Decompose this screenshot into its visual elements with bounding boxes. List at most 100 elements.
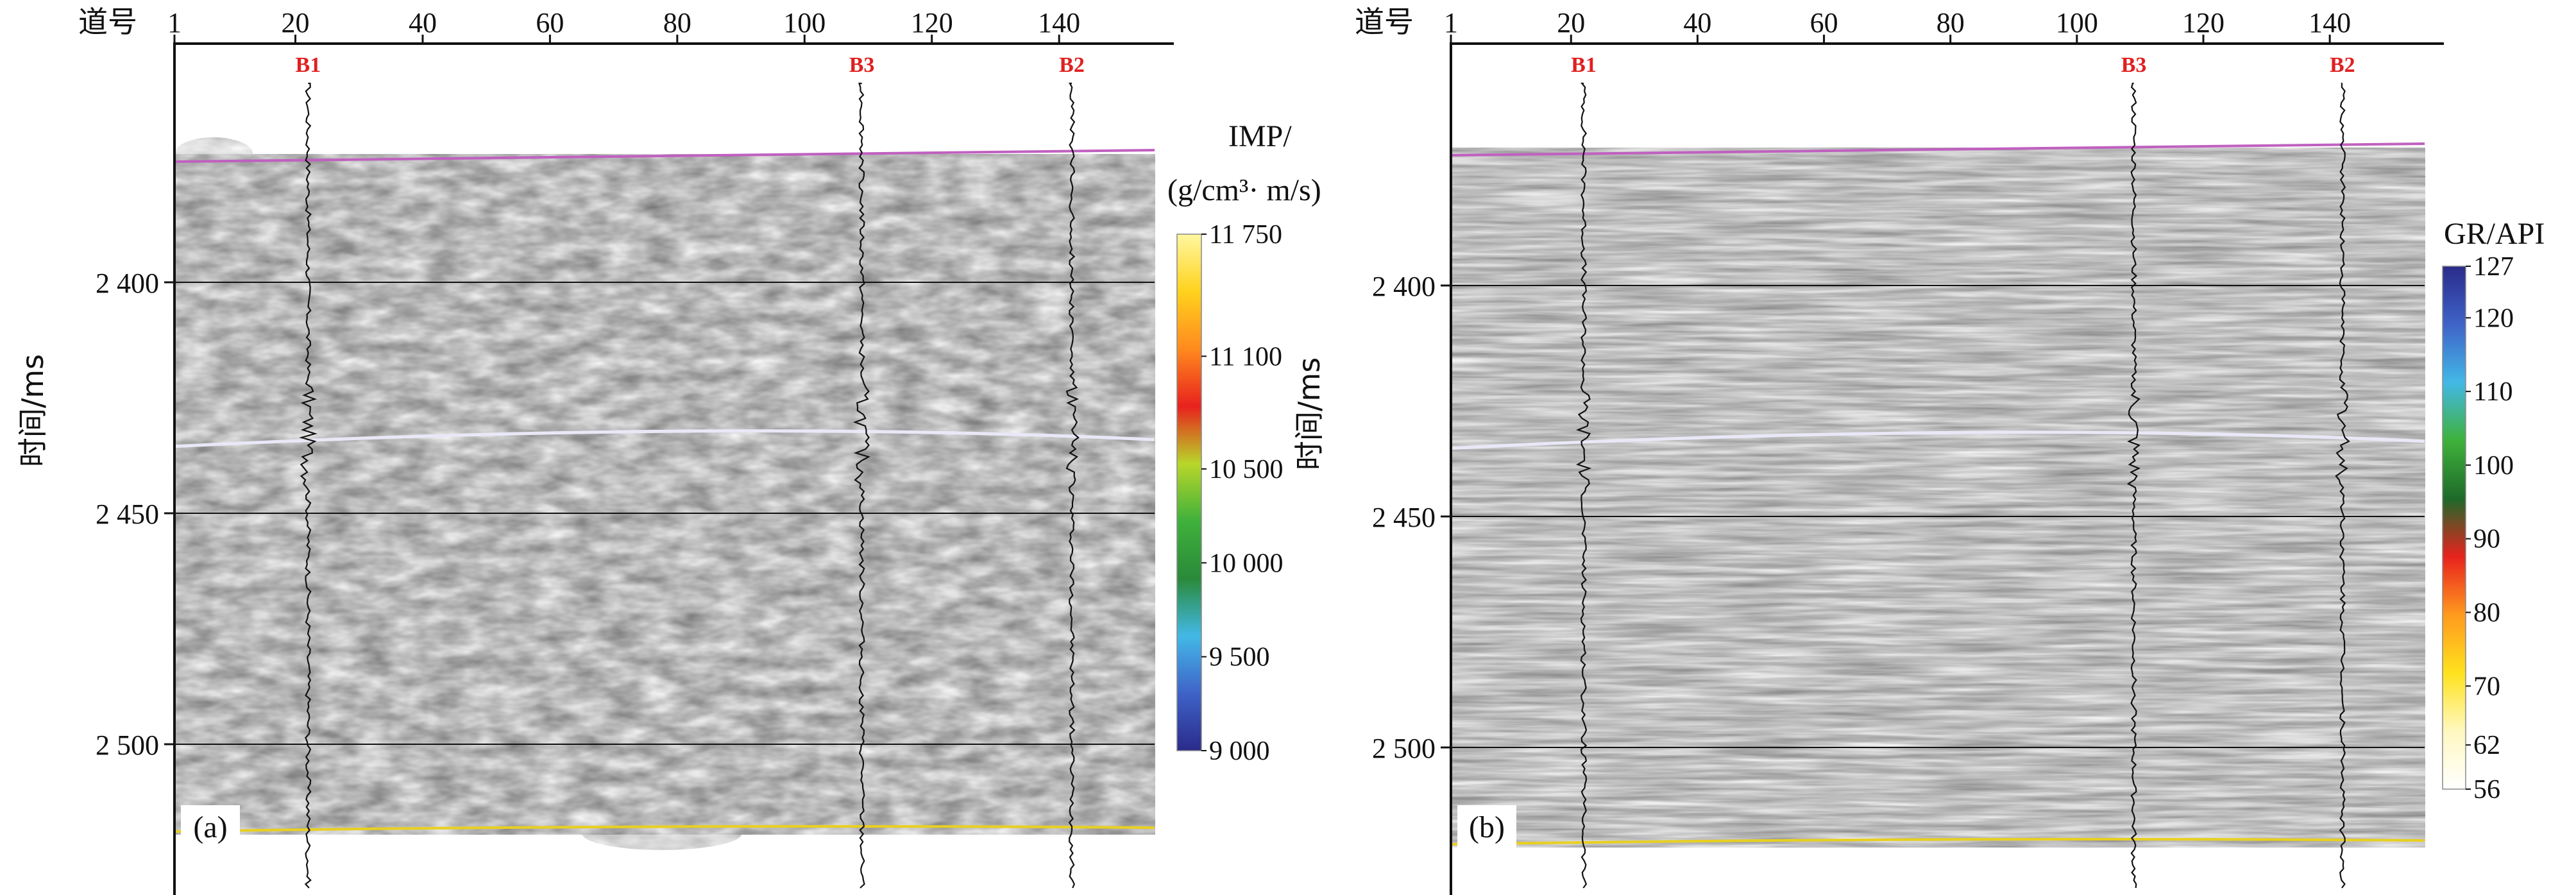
- section-streak: [1745, 452, 1888, 466]
- section-streak: [1976, 352, 2120, 366]
- section-streak: [2108, 812, 2203, 826]
- section-streak: [1982, 173, 2109, 186]
- trace-tick-label: 140: [2309, 7, 2351, 38]
- section-patch: [2100, 609, 2182, 722]
- section-patch: [2262, 189, 2344, 260]
- trace-tick-label: 140: [1038, 7, 1080, 38]
- colorbar-tick-label: 127: [2473, 252, 2514, 282]
- section-patch: [2100, 427, 2182, 610]
- section-streak: [1555, 192, 1666, 205]
- section-patch: [1775, 189, 1858, 260]
- section-patch: [1532, 609, 1614, 722]
- well-log-curve: [1575, 82, 1592, 889]
- section-patch: [174, 712, 257, 801]
- section-streak: [947, 486, 1059, 520]
- section-streak: [1451, 233, 1529, 246]
- section-patch: [1938, 609, 2020, 722]
- section-patch: [174, 541, 257, 617]
- section-streak: [460, 700, 637, 734]
- section-streak: [582, 816, 742, 850]
- section-patch: [582, 249, 665, 427]
- section-patch: [2262, 148, 2344, 191]
- section-patch: [2262, 609, 2344, 722]
- section-streak: [1509, 732, 1668, 746]
- section-patch: [1451, 427, 1533, 610]
- section-patch: [1694, 189, 1776, 260]
- section-streak: [2155, 272, 2364, 286]
- section-patch: [1532, 790, 1614, 848]
- section-streak: [465, 525, 626, 559]
- trace-tick-label: 1: [167, 7, 182, 38]
- section-patch: [1532, 720, 1614, 792]
- section-streak: [2040, 672, 2248, 685]
- section-streak: [2103, 293, 2214, 306]
- trace-tick-label: 120: [911, 7, 953, 38]
- section-patch: [827, 800, 910, 835]
- time-tick-label: 2 450: [1372, 502, 1436, 533]
- section-patch: [337, 541, 420, 617]
- trace-tick-label: 60: [536, 7, 564, 38]
- section-streak: [1867, 572, 1994, 586]
- section-streak: [883, 175, 1093, 209]
- section-streak: [529, 156, 755, 190]
- section-patch: [2019, 427, 2101, 610]
- section-patch: [1613, 720, 1695, 792]
- section-patch: [1775, 148, 1858, 191]
- section-streak: [2224, 413, 2319, 426]
- section-patch: [256, 154, 339, 250]
- section-streak: [1677, 312, 1771, 325]
- section-patch: [174, 249, 257, 427]
- section-patch: [1775, 609, 1858, 722]
- section-streak: [1503, 212, 1679, 226]
- section-patch: [746, 616, 829, 713]
- time-axis-label: 时间/ms: [15, 354, 50, 467]
- section-patch: [1072, 154, 1155, 250]
- section-patch: [419, 616, 502, 713]
- section-streak: [2034, 152, 2259, 166]
- section-patch: [1451, 609, 1533, 722]
- time-tick-label: 2 500: [1372, 733, 1436, 764]
- section-patch: [1451, 259, 1533, 379]
- section-streak: [2161, 792, 2353, 805]
- well-label-b3: B3: [849, 53, 875, 77]
- section-patch: [2100, 720, 2182, 792]
- section-streak: [645, 447, 871, 481]
- top-horizon: [1450, 142, 2425, 157]
- section-streak: [826, 370, 953, 404]
- colorbar: [1176, 234, 1202, 751]
- section-streak: [2166, 612, 2342, 626]
- middle-horizon: [1450, 430, 2425, 450]
- colorbar-tick-label: 11 100: [1209, 342, 1282, 371]
- top-horizon: [174, 149, 1155, 163]
- trace-tick-label: 40: [409, 7, 437, 38]
- trace-axis-label: 道号: [1355, 4, 1414, 39]
- time-tick-label: 2 400: [96, 268, 159, 299]
- section-patch: [991, 712, 1074, 801]
- time-tick-label: 2 400: [1372, 271, 1436, 302]
- section-patch: [1532, 427, 1614, 610]
- section-patch: [337, 249, 420, 427]
- colorbar-tick-label: 10 000: [1209, 549, 1284, 578]
- section-streak: [1629, 153, 1773, 166]
- section-streak: [1624, 332, 1784, 346]
- base-horizon: [174, 825, 1155, 833]
- colorbar-title-line2: (g/cm³· m/s): [1167, 173, 1321, 207]
- section-patch: [419, 249, 502, 427]
- trace-tick-label: 40: [1683, 7, 1711, 38]
- colorbar-tick-label: 70: [2473, 672, 2500, 701]
- section-patch: [2181, 427, 2263, 610]
- well-label-b1: B1: [296, 53, 321, 77]
- section-patch: [1451, 720, 1533, 792]
- section-streak: [1803, 252, 2028, 266]
- base-horizon: [1450, 838, 2425, 846]
- section-patch: [501, 616, 584, 713]
- section-streak: [402, 214, 497, 248]
- section-streak: [280, 778, 391, 812]
- section-patch: [1694, 720, 1776, 792]
- section-patch: [2343, 609, 2425, 722]
- section-patch: [2343, 790, 2425, 848]
- section-streak: [1561, 712, 1656, 725]
- colorbar-tick-label: 10 500: [1209, 455, 1284, 484]
